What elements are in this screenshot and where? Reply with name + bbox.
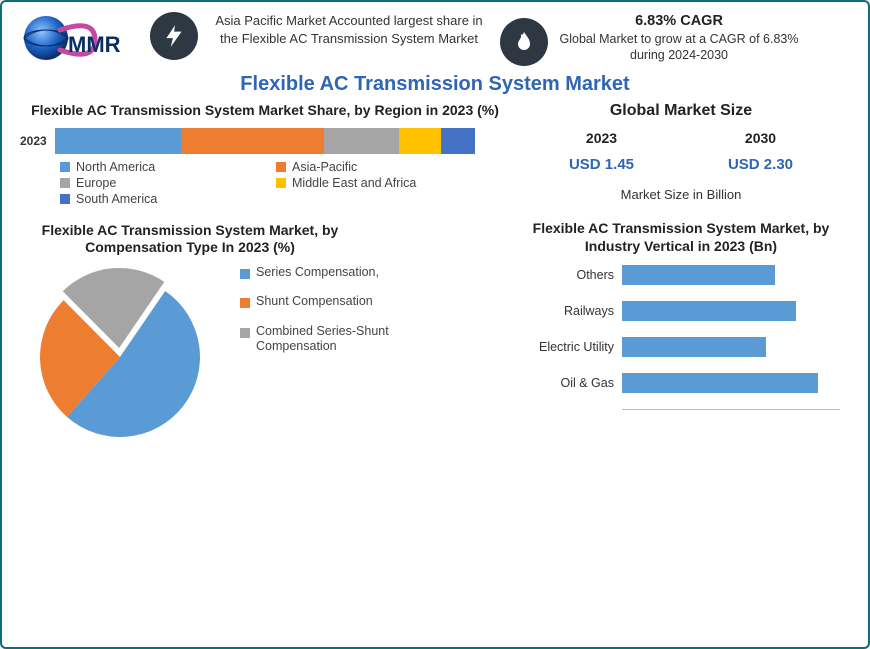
legend-item: North America [60,160,276,174]
legend-label: Middle East and Africa [292,176,416,190]
gms-year-1: 2030 [728,130,793,146]
legend-swatch [240,298,250,308]
pie-legend: Series Compensation, Shunt Compensation Co… [240,257,400,462]
cagr-headline: 6.83% CAGR [558,12,800,31]
legend-item: Europe [60,176,276,190]
hbar-label: Railways [522,304,622,318]
hbar-title: Flexible AC Transmission System Market, … [522,220,840,255]
hbar-row: Electric Utility [522,337,840,357]
svg-text:MMR: MMR [68,32,121,57]
hbar-bar [622,265,775,285]
callout-asia-pacific: Asia Pacific Market Accounted largest sh… [150,12,490,60]
gms-year-0: 2023 [569,130,634,146]
global-market-size: Global Market Size 2023 USD 1.45 2030 US… [522,102,840,202]
legend-swatch [60,178,70,188]
gms-col-2030: 2030 USD 2.30 [728,130,793,173]
legend-item: Shunt Compensation [240,294,400,310]
hbar-label: Oil & Gas [522,376,622,390]
pie-title: Flexible AC Transmission System Market, … [40,222,340,257]
legend-label: Combined Series-Shunt Compensation [256,324,400,355]
infographic-frame: MMR Asia Pacific Market Accounted larges… [0,0,870,649]
legend-label: Series Compensation, [256,265,379,281]
stacked-seg-3 [399,128,441,154]
legend-item: Series Compensation, [240,265,400,281]
legend-label: Asia-Pacific [292,160,357,174]
legend-item: Combined Series-Shunt Compensation [240,324,400,355]
hbar-track [622,301,840,321]
stacked-bar-track [55,128,475,154]
hbar-axis [622,409,840,410]
stacked-seg-4 [441,128,475,154]
cagr-body: Global Market to grow at a CAGR of 6.83%… [558,31,800,64]
callout-b-text: 6.83% CAGR Global Market to grow at a CA… [558,12,800,63]
hbar-row: Railways [522,301,840,321]
hbar-row: Oil & Gas [522,373,840,393]
left-column: Flexible AC Transmission System Market S… [20,102,510,462]
header-row: MMR Asia Pacific Market Accounted larges… [20,12,850,67]
stacked-seg-0 [55,128,181,154]
legend-item: Asia-Pacific [276,160,492,174]
gms-col-2023: 2023 USD 1.45 [569,130,634,173]
stacked-seg-2 [324,128,400,154]
legend-label: Europe [76,176,116,190]
hbar-track [622,373,840,393]
lightning-icon [150,12,198,60]
stacked-year-label: 2023 [20,134,47,148]
hbar-row: Others [522,265,840,285]
gms-title: Global Market Size [522,102,840,120]
main-title: Flexible AC Transmission System Market [20,73,850,96]
hbar-bar [622,301,796,321]
hbar-track [622,265,840,285]
gms-val-0: USD 1.45 [569,156,634,173]
right-column: Global Market Size 2023 USD 1.45 2030 US… [510,102,840,462]
legend-item: Middle East and Africa [276,176,492,190]
legend-label: Shunt Compensation [256,294,373,310]
legend-swatch [276,178,286,188]
callout-a-text: Asia Pacific Market Accounted largest sh… [208,12,490,47]
pie-section: Flexible AC Transmission System Market, … [20,222,510,462]
legend-item: South America [60,192,276,206]
stacked-bar-chart: 2023 [20,128,510,154]
legend-swatch [60,194,70,204]
mmr-logo: MMR [20,12,140,67]
callout-cagr: 6.83% CAGR Global Market to grow at a CA… [500,12,800,66]
legend-swatch [240,269,250,279]
legend-swatch [240,328,250,338]
hbar-chart: Others Railways Electric Utility Oil & Gas [522,265,840,393]
flame-icon [500,18,548,66]
hbar-section: Flexible AC Transmission System Market, … [522,220,840,410]
stacked-bar-legend: North America Asia-Pacific Europe Middle Ea… [20,160,510,208]
legend-label: South America [76,192,157,206]
gms-unit: Market Size in Billion [522,187,840,202]
hbar-bar [622,373,818,393]
legend-swatch [276,162,286,172]
hbar-label: Others [522,268,622,282]
gms-val-1: USD 2.30 [728,156,793,173]
legend-label: North America [76,160,155,174]
hbar-bar [622,337,766,357]
stacked-seg-1 [181,128,324,154]
gms-row: 2023 USD 1.45 2030 USD 2.30 [522,130,840,173]
content-grid: Flexible AC Transmission System Market S… [20,102,850,462]
hbar-label: Electric Utility [522,340,622,354]
hbar-track [622,337,840,357]
stacked-bar-title: Flexible AC Transmission System Market S… [20,102,510,120]
pie-chart [20,257,240,462]
legend-swatch [60,162,70,172]
